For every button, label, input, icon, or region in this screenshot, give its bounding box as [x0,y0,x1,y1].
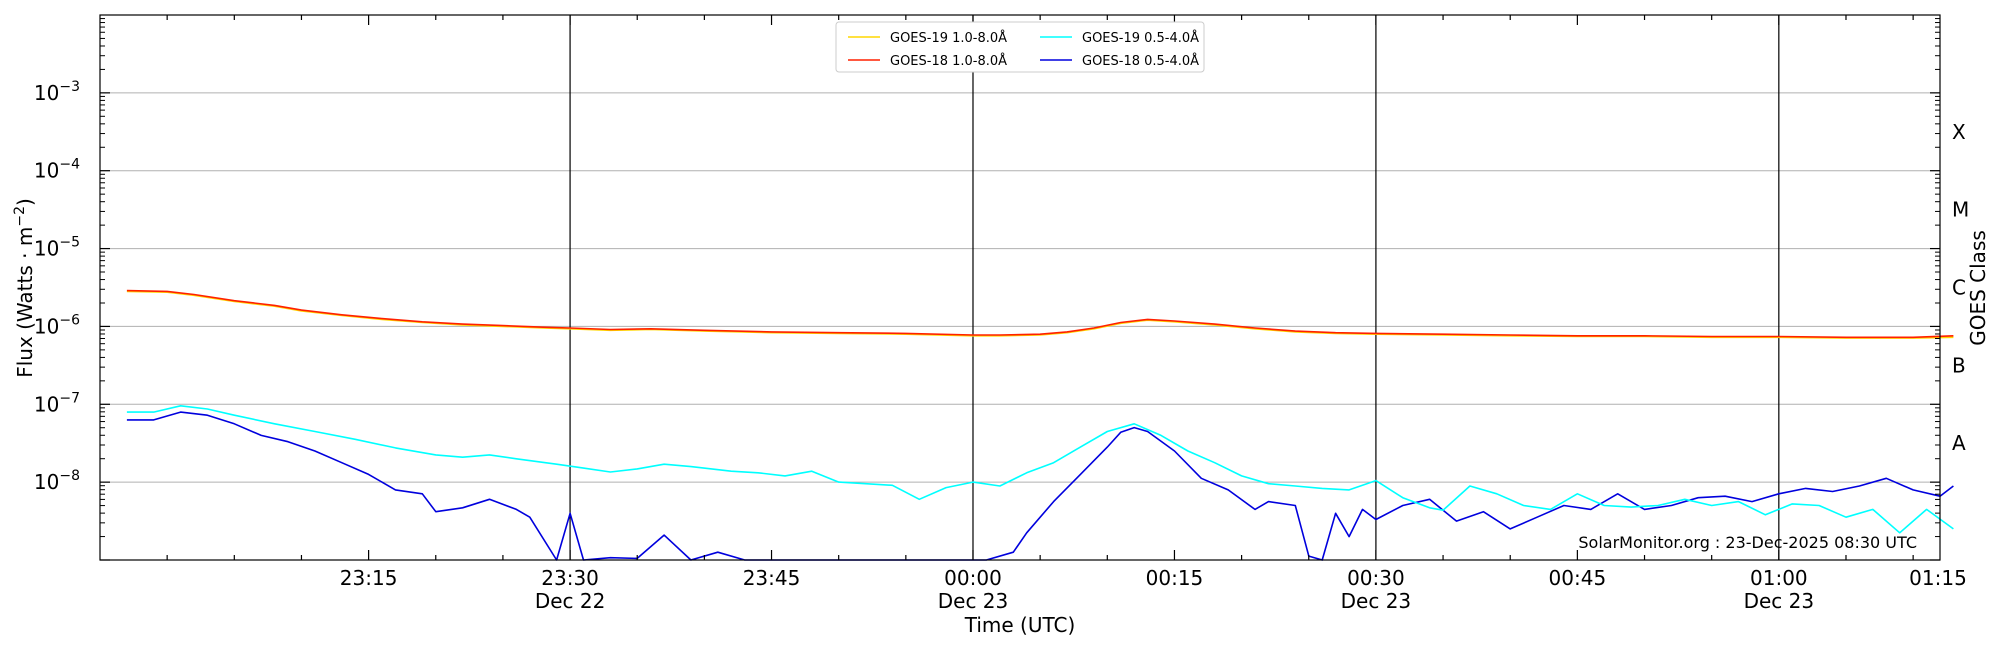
goes-class-label: X [1952,120,1966,144]
series-line-1 [126,289,1954,339]
x-tick-date-label: Dec 23 [1744,589,1815,613]
legend-box [835,21,1205,73]
x-tick-label: 01:15 [1909,566,1967,590]
y-tick-label: 10−8 [34,468,80,494]
x-tick-label: 00:30 [1347,566,1405,590]
x-axis-title: Time (UTC) [964,613,1076,637]
x-tick-label: 00:15 [1146,566,1204,590]
credit-text: SolarMonitor.org : 23-Dec-2025 08:30 UTC [1578,533,1917,552]
x-tick-label: 01:00 [1750,566,1808,590]
plot-frame [99,14,1941,561]
goes-class-label: A [1952,431,1966,455]
x-tick-date-label: Dec 22 [535,589,606,613]
plot-area [100,15,1940,560]
y-tick-label: 10−7 [34,390,80,416]
x-tick-label: 00:45 [1549,566,1607,590]
series-line-2 [126,405,1954,534]
y-tick-label: 10−4 [34,157,80,183]
x-tick-label: 23:15 [340,566,398,590]
x-tick-label: 23:45 [743,566,801,590]
series-lines [126,289,1954,561]
legend-label: GOES-18 1.0-8.0Å [890,53,1007,69]
legend-label: GOES-18 0.5-4.0Å [1082,53,1199,69]
x-tick-label: 23:30 [541,566,599,590]
x-tick-label: 00:00 [944,566,1002,590]
goes-class-labels: A B C M X [1952,120,1969,455]
legend: GOES-19 1.0-8.0Å GOES-18 1.0-8.0Å GOES-19 … [835,21,1205,73]
legend-label: GOES-19 1.0-8.0Å [890,30,1007,46]
x-tick-date-label: Dec 23 [938,589,1009,613]
y-axis-title: Flux (Watts · m−2) [12,198,37,378]
day-marker-lines [569,15,1780,560]
y-axis-title-main: Flux (Watts · m [13,227,37,378]
goes-class-label: B [1952,353,1966,377]
series-line-3 [126,411,1954,561]
y-axis-title-sup: −2 [12,206,28,227]
y-axis-title-close: ) [13,198,37,206]
grid-lines [100,92,1940,483]
goes-class-label: M [1952,198,1969,222]
right-axis-title: GOES Class [1966,230,1990,346]
x-tick-date-label: Dec 23 [1341,589,1412,613]
y-tick-label: 10−3 [34,79,80,105]
goes-class-label: C [1952,276,1966,300]
y-tick-label: 10−5 [34,235,80,261]
legend-label: GOES-19 0.5-4.0Å [1082,30,1199,46]
y-tick-label: 10−6 [34,312,80,338]
y-axis-ticks: 10−8 10−7 10−6 10−5 10−4 10−3 [34,18,1940,561]
